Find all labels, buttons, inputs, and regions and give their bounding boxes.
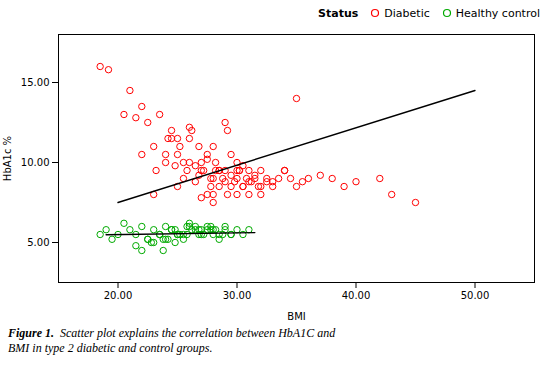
svg-text:30.00: 30.00 <box>223 290 252 301</box>
svg-text:10.00: 10.00 <box>21 157 50 168</box>
svg-text:BMI: BMI <box>287 311 305 322</box>
svg-text:20.00: 20.00 <box>104 290 133 301</box>
html-text:Figure 1. Scatter plot explain: Figure 1. Scatter plot explains the corr… <box>8 326 336 355</box>
html-text:Healthy control: Healthy control <box>455 6 540 20</box>
svg-text:HbA1c %: HbA1c % <box>2 136 13 181</box>
html-text:Status: Status <box>318 6 359 20</box>
html-text:Diabetic: Diabetic <box>384 6 430 20</box>
svg-text:40.00: 40.00 <box>342 290 371 301</box>
svg-text:5.00: 5.00 <box>27 237 49 248</box>
svg-text:50.00: 50.00 <box>461 290 490 301</box>
svg-text:15.00: 15.00 <box>21 77 50 88</box>
